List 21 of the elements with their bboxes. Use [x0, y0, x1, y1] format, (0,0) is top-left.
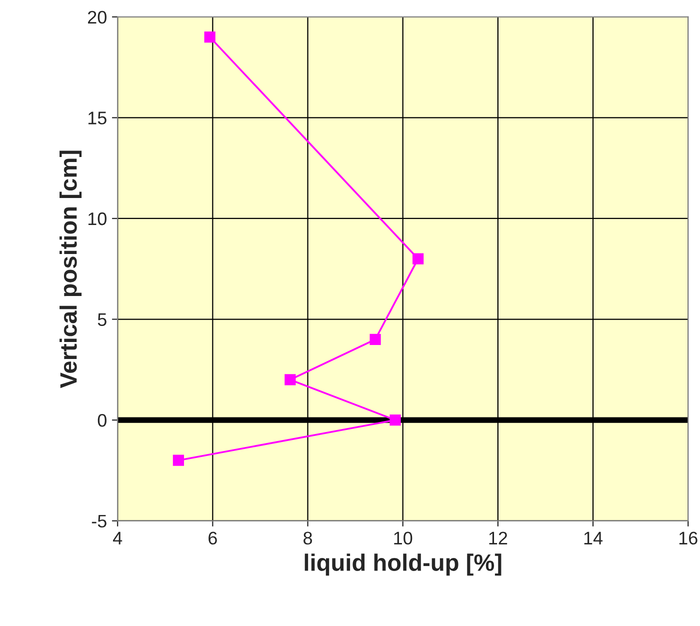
point [172, 454, 184, 466]
point [204, 32, 216, 43]
x-axis-title: liquid hold-up [%] [304, 554, 502, 576]
x-tick-label: 14 [584, 532, 603, 544]
y-tick-label: 0 [98, 414, 106, 427]
point [390, 414, 401, 426]
x-tick-label: 16 [679, 532, 698, 545]
x-tick-label: 4 [112, 532, 122, 544]
y-tick-label: 5 [98, 313, 106, 326]
point [284, 374, 296, 386]
x-tick-label: 8 [304, 532, 312, 545]
y-tick-label: 10 [88, 212, 106, 226]
y-tick-label: -5 [92, 514, 106, 528]
point [370, 334, 381, 345]
y-tick-label: 15 [88, 112, 106, 124]
point [412, 253, 424, 264]
x-tick-label: 12 [489, 532, 508, 544]
y-axis-title: Vertical position [cm] [60, 150, 82, 388]
x-tick-label: 10 [394, 532, 412, 545]
y-tick-label: 20 [88, 10, 106, 24]
x-tick-label: 6 [208, 532, 217, 545]
